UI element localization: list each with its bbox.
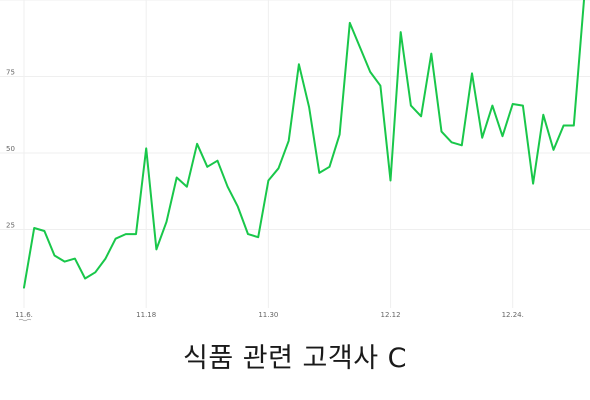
data-point: [573, 125, 575, 127]
data-point: [257, 236, 259, 238]
data-point: [135, 233, 137, 235]
series-line: [23, 0, 585, 289]
data-point: [512, 103, 514, 105]
data-point: [563, 125, 565, 127]
data-point: [491, 105, 493, 107]
y-tick-label: 75: [6, 69, 15, 77]
data-point: [359, 46, 361, 48]
data-point: [542, 114, 544, 116]
data-point: [23, 287, 25, 289]
data-point: [278, 167, 280, 169]
data-point: [176, 177, 178, 179]
data-point: [145, 147, 147, 149]
data-point: [196, 143, 198, 145]
data-point: [522, 105, 524, 107]
x-axis-ticks: 11.6. 11.18 11.30 12.12 12.24.: [15, 311, 524, 319]
y-tick-label: 25: [6, 222, 15, 230]
data-point: [105, 258, 107, 260]
data-points: [23, 0, 585, 289]
data-point: [54, 255, 56, 257]
data-point: [186, 186, 188, 188]
data-point: [461, 144, 463, 146]
data-point: [64, 261, 66, 263]
data-point: [369, 71, 371, 73]
data-point: [84, 278, 86, 280]
data-point: [298, 63, 300, 65]
data-point: [33, 227, 35, 229]
data-point: [451, 141, 453, 143]
data-point: [247, 233, 249, 235]
data-point: [400, 31, 402, 33]
data-point: [94, 271, 96, 273]
data-point: [390, 180, 392, 182]
x-tick-label: 12.12: [381, 311, 401, 319]
data-point: [227, 186, 229, 188]
y-axis-ticks: 255075100: [6, 69, 15, 230]
data-point: [339, 134, 341, 136]
x-tick-label: 11.30: [258, 311, 278, 319]
x-tick-label: 11.6.: [15, 311, 33, 319]
grid-lines: [0, 0, 590, 308]
data-point: [430, 53, 432, 55]
data-point: [237, 206, 239, 208]
data-point: [329, 166, 331, 168]
data-point: [43, 230, 45, 232]
data-point: [267, 180, 269, 182]
data-point: [115, 238, 117, 240]
data-point: [288, 140, 290, 142]
y-tick-label: 50: [6, 145, 15, 153]
data-point: [481, 137, 483, 139]
chart-caption: 식품 관련 고객사 C: [183, 343, 407, 374]
x-tick-label: 11.18: [136, 311, 156, 319]
data-point: [532, 183, 534, 185]
data-point: [410, 105, 412, 107]
data-point: [206, 166, 208, 168]
data-point: [349, 22, 351, 24]
data-point: [166, 221, 168, 223]
data-point: [74, 258, 76, 260]
data-point: [420, 115, 422, 117]
data-point: [217, 160, 219, 162]
data-point: [471, 72, 473, 74]
data-point: [308, 106, 310, 108]
data-point: [553, 149, 555, 151]
data-point: [125, 233, 127, 235]
x-axis-extra-marker: [18, 318, 32, 322]
data-point: [318, 172, 320, 174]
x-tick-label: 12.24.: [502, 311, 524, 319]
data-point: [155, 248, 157, 250]
data-point: [502, 135, 504, 137]
data-point: [441, 131, 443, 133]
data-point: [379, 85, 381, 87]
